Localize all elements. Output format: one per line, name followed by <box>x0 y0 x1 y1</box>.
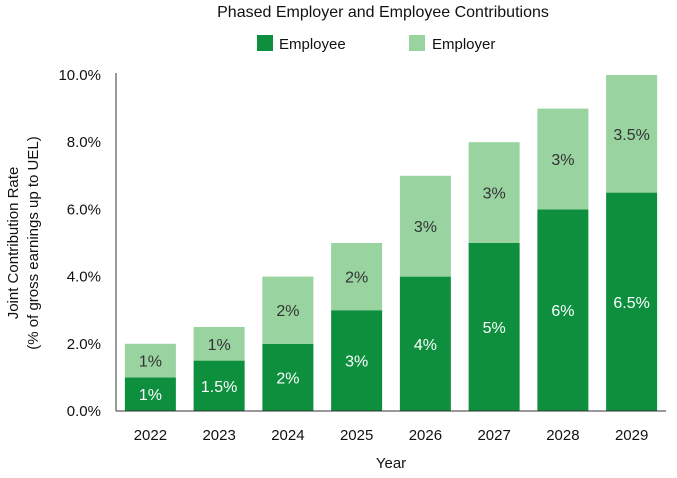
bar-employer-2024 <box>262 276 314 344</box>
legend-label-employee: Employee <box>279 36 346 53</box>
bar-employer-2028 <box>537 108 589 210</box>
bar-employer-2029 <box>606 75 658 193</box>
x-tick-label: 2024 <box>271 427 304 444</box>
x-tick-label: 2025 <box>340 427 373 444</box>
y-tick-label: 4.0% <box>67 269 101 286</box>
bar-employee-2023 <box>193 360 245 411</box>
data-label-employer-2026: 3% <box>414 219 437 236</box>
data-label-employee-2028: 6% <box>551 303 574 320</box>
bar-employee-2029 <box>606 192 658 411</box>
y-tick-label: 0.0% <box>67 403 101 420</box>
bar-employee-2026 <box>399 276 451 411</box>
legend-label-employer: Employer <box>432 36 495 53</box>
data-label-employee-2022: 1% <box>139 387 162 404</box>
y-axis-title-line-2: (% of gross earnings up to UEL) <box>25 136 42 349</box>
bar-employer-2027 <box>468 142 520 243</box>
bar-employee-2028 <box>537 209 589 411</box>
x-tick-label: 2022 <box>134 427 167 444</box>
data-label-employer-2027: 3% <box>483 186 506 203</box>
data-label-employer-2024: 2% <box>276 303 299 320</box>
data-label-employee-2027: 5% <box>483 320 506 337</box>
y-tick-label: 10.0% <box>58 67 101 84</box>
legend-swatch-employee <box>257 35 273 51</box>
data-label-employee-2024: 2% <box>276 370 299 387</box>
y-axis-title: Joint Contribution Rate (% of gross earn… <box>5 136 42 349</box>
data-label-employer-2025: 2% <box>345 270 368 287</box>
bar-employer-2025 <box>331 243 383 311</box>
x-tick-label: 2029 <box>615 427 648 444</box>
plot-area: 0.0% 2.0% 4.0% 6.0% 8.0% 10.0% 1% 1% 2022 1.5% 1% 2… <box>58 67 666 444</box>
x-tick-label: 2027 <box>477 427 510 444</box>
bar-employer-2023 <box>193 327 245 361</box>
legend: Employee Employer <box>257 35 495 53</box>
data-label-employer-2022: 1% <box>139 354 162 371</box>
x-tick-label: 2028 <box>546 427 579 444</box>
legend-swatch-employer <box>409 35 425 51</box>
bar-employee-2024 <box>262 343 314 411</box>
y-axis-title-line-1: Joint Contribution Rate <box>5 167 22 320</box>
y-tick-label: 2.0% <box>67 336 101 353</box>
data-label-employer-2029: 3.5% <box>613 127 649 144</box>
bar-employee-2025 <box>331 310 383 411</box>
data-label-employee-2026: 4% <box>414 337 437 354</box>
x-tick-label: 2023 <box>202 427 235 444</box>
bar-employee-2022 <box>124 377 176 411</box>
bar-employer-2026 <box>399 175 451 277</box>
x-axis-title: Year <box>376 455 406 472</box>
y-tick-label: 8.0% <box>67 134 101 151</box>
x-tick-label: 2026 <box>409 427 442 444</box>
bar-employee-2027 <box>468 243 520 411</box>
data-label-employer-2028: 3% <box>551 152 574 169</box>
chart-title: Phased Employer and Employee Contributio… <box>217 4 549 21</box>
data-label-employee-2025: 3% <box>345 354 368 371</box>
data-label-employer-2023: 1% <box>208 337 231 354</box>
data-label-employee-2023: 1.5% <box>201 379 237 396</box>
bar-employer-2022 <box>124 343 176 378</box>
y-tick-label: 6.0% <box>67 201 101 218</box>
data-label-employee-2029: 6.5% <box>613 295 649 312</box>
